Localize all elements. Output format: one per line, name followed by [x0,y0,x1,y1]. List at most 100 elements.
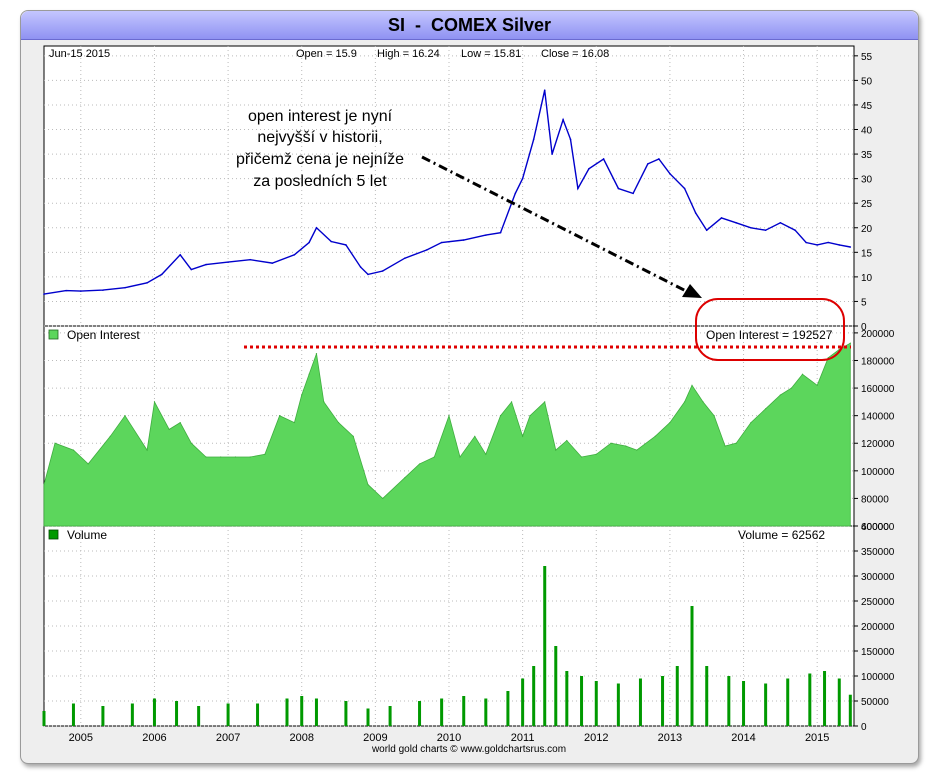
price-point [43,293,45,295]
volume-bar [152,698,156,726]
open-interest-point [153,401,156,403]
volume-bar [418,701,422,726]
volume-bar [256,703,260,726]
annotation-line-3: přičemž cena je nejníže [236,151,404,168]
open-interest-point [522,435,524,437]
price-point [205,263,207,266]
price-point [124,286,126,289]
price-line-layer [43,89,852,295]
open-interest-point [109,435,111,437]
open-interest-point [636,449,638,451]
open-interest-point [610,442,612,444]
close-value: Close = 16.08 [541,48,609,60]
open-value: Open = 15.9 [296,48,357,60]
open-interest-point [654,435,656,437]
volume-legend-swatch [48,529,59,540]
open-interest-point [234,456,237,458]
open-interest-point [337,421,340,424]
volume-bar [462,696,466,726]
oi-tick-label: 80000 [861,494,889,505]
x-tick-label-2014: 2014 [731,732,755,744]
open-interest-point [459,456,461,458]
price-point [359,266,362,268]
price-tick-label: 20 [861,224,873,235]
price-point [577,187,579,190]
volume-bar [543,566,547,726]
price-point [249,258,251,261]
price-point [543,89,546,92]
x-tick-label-2005: 2005 [69,732,93,744]
annotation-arrowhead [682,284,702,298]
open-interest-point [485,453,487,455]
open-interest-point [418,463,421,465]
price-point [764,229,767,232]
price-point [683,187,686,190]
open-interest-point [779,394,781,396]
open-interest-point [279,415,281,417]
oi-legend-label: Open Interest [67,328,140,342]
price-tick-label: 5 [861,297,867,308]
oi-tick-label: 160000 [861,384,895,395]
volume-bar [580,676,584,726]
volume-bar [554,646,558,726]
price-point [632,192,634,195]
volume-tick-label: 400000 [861,522,895,533]
open-interest-point [433,456,435,458]
price-point [694,212,697,214]
price-point [293,253,296,256]
volume-bar [506,691,510,726]
open-interest-point [691,384,693,386]
oi-legend-swatch [48,329,59,340]
price-point [816,244,818,246]
x-tick-label-2010: 2010 [437,732,461,744]
open-interest-point [190,442,192,444]
price-point [462,239,465,241]
price-tick-label: 50 [861,76,873,87]
open-interest-point [474,435,476,437]
open-interest-point [555,449,557,451]
open-interest-point [293,421,295,424]
open-interest-point [669,421,671,424]
open-interest-point [816,384,818,386]
price-point [381,270,384,272]
price-point [805,241,807,244]
volume-bar [42,711,46,726]
price-point [404,257,406,260]
open-interest-point [367,484,369,486]
volume-bar [344,701,348,726]
oi-tick-label: 120000 [861,439,895,450]
price-point [80,290,82,292]
price-point [345,244,347,246]
volume-bar [532,666,536,726]
x-tick-label-2013: 2013 [658,732,682,744]
volume-bar [661,676,665,726]
price-point [315,226,318,229]
volume-bar [366,708,370,726]
price-point [562,118,564,121]
oi-tick-label: 180000 [861,356,895,367]
volume-bar [101,706,105,726]
x-tick-label-2009: 2009 [363,732,387,744]
chart-title-bar: SI - COMEX Silver [21,11,918,40]
price-point [735,222,737,224]
price-point [569,138,572,141]
open-interest-point [790,387,793,389]
x-tick-label-2015: 2015 [805,732,829,744]
open-interest-point [124,415,126,417]
open-interest-point [595,453,597,455]
oi-tick-label: 140000 [861,412,895,423]
open-interest-point [43,484,45,486]
volume-bar [764,683,768,726]
volume-tick-label: 300000 [861,572,895,583]
open-interest-point [499,415,502,417]
oi-highlight-ellipse [695,298,845,361]
price-point [827,241,830,244]
price-point [271,262,274,264]
price-point [617,187,620,190]
volume-bar [705,666,709,726]
price-point [161,273,163,276]
volume-bar [175,701,179,726]
price-point [426,249,428,251]
price-point [146,281,148,284]
open-interest-point [308,373,310,375]
